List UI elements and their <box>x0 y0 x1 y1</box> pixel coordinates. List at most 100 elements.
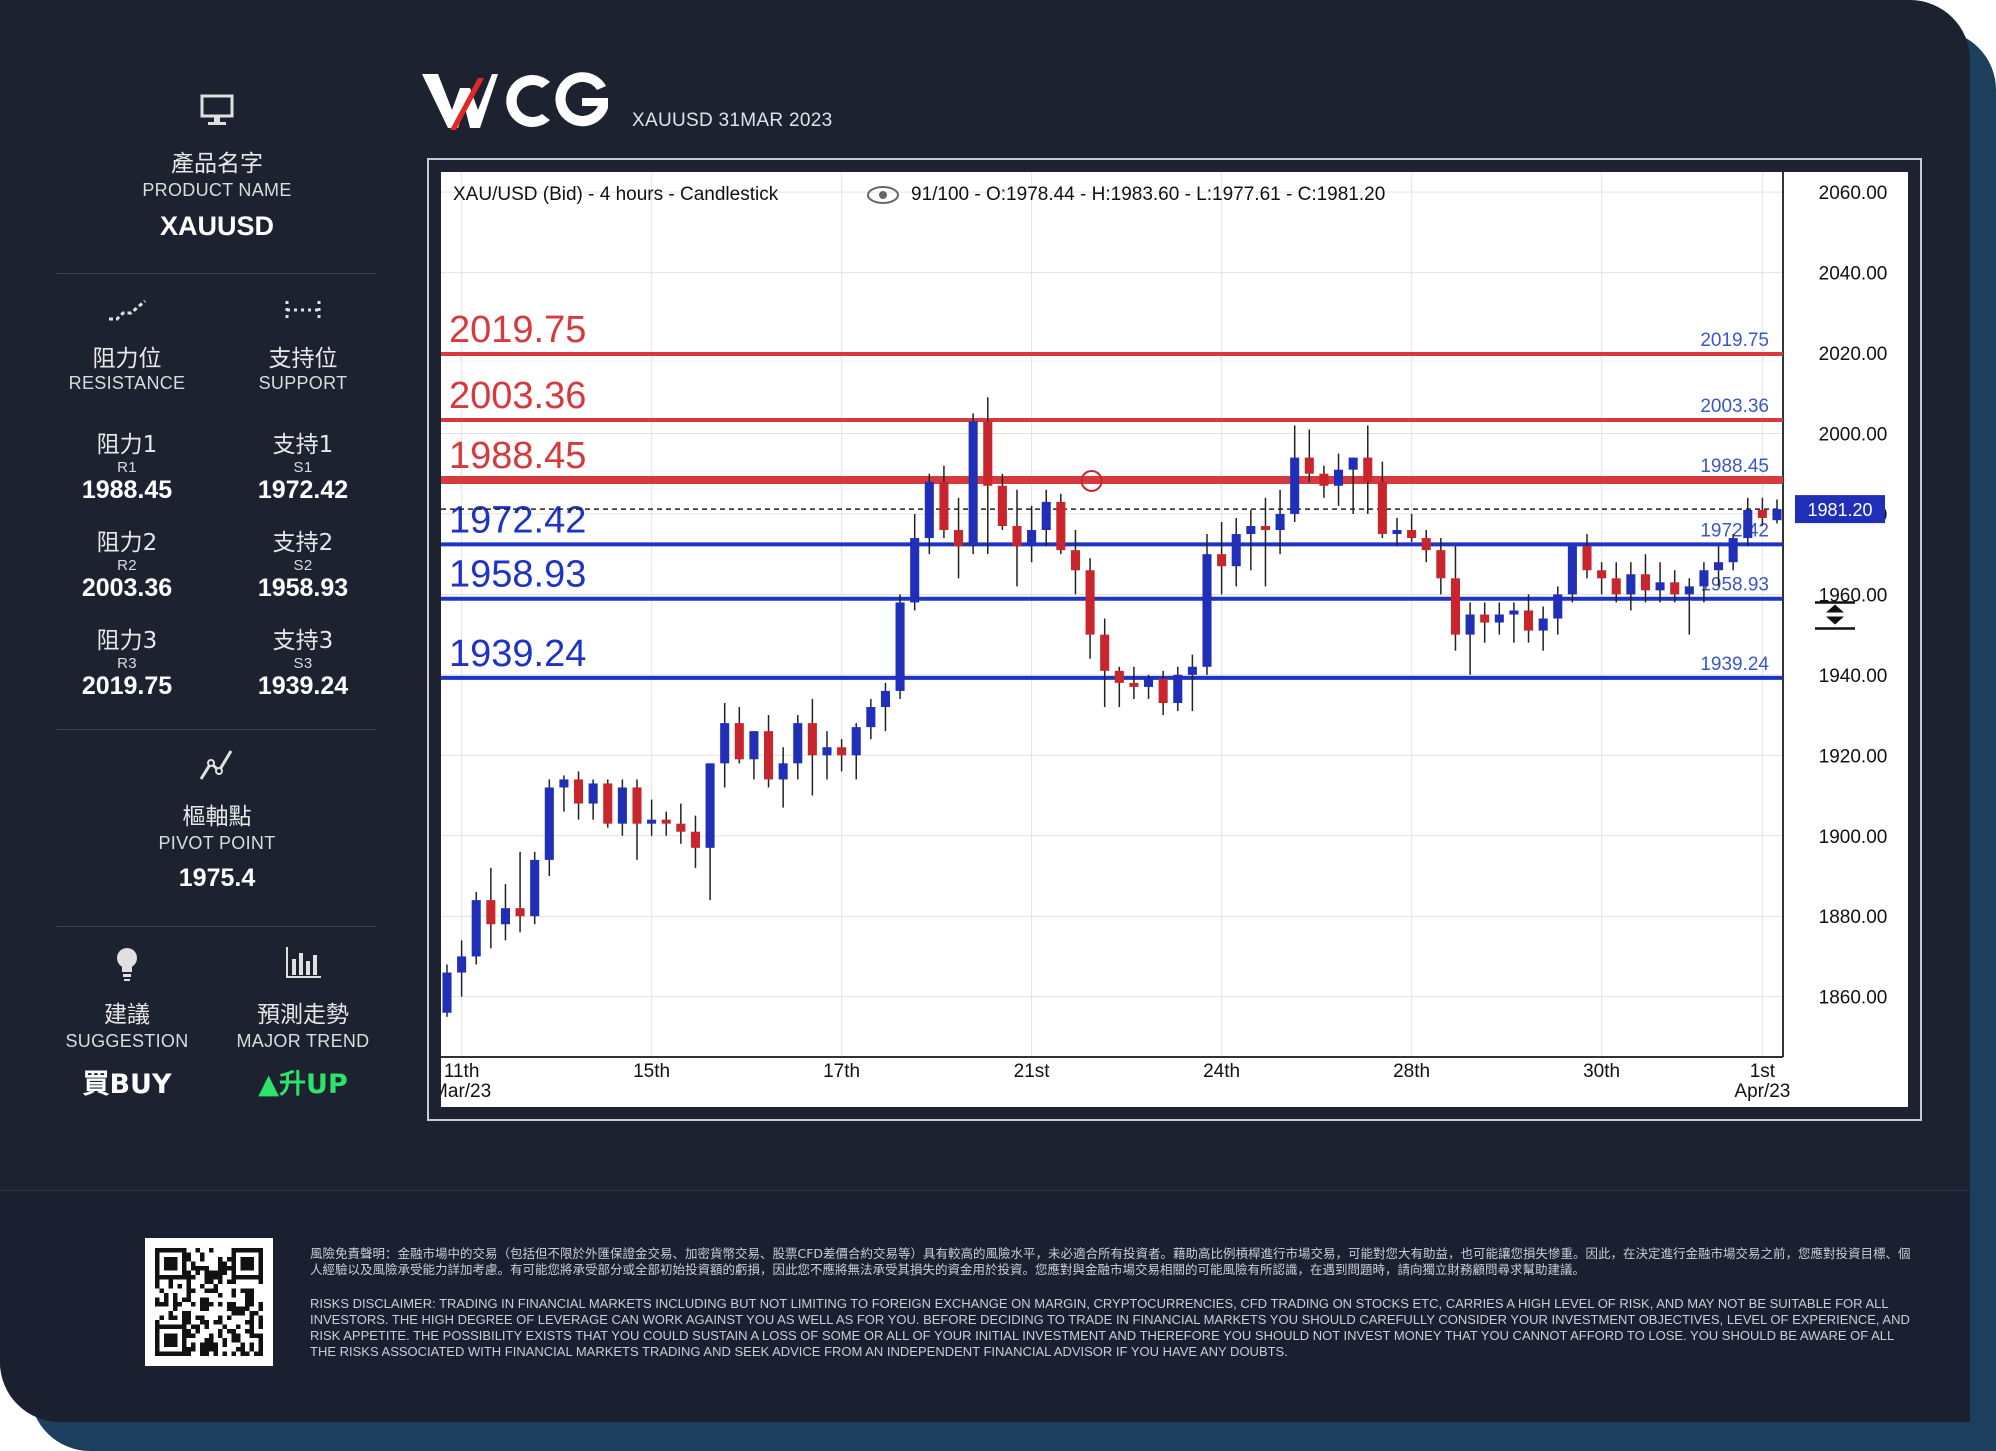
candle-body <box>442 972 452 1013</box>
y-tick-label: 2060.00 <box>1819 183 1888 204</box>
candle-body <box>1363 457 1373 482</box>
s1-item: 支持1 S1 1972.42 <box>233 425 373 505</box>
candle-body <box>1392 530 1402 535</box>
resistance-block: 阻力位 RESISTANCE <box>57 295 197 394</box>
candle-body <box>1611 578 1621 595</box>
s3-code: S3 <box>293 655 313 672</box>
candle-body <box>924 481 934 539</box>
candle-body <box>1684 586 1694 595</box>
candle-body <box>661 819 671 824</box>
candle-body <box>486 900 496 925</box>
candle-body <box>837 747 847 756</box>
candle-body <box>1012 526 1022 547</box>
candle-body <box>910 538 920 603</box>
candle-body <box>1041 501 1051 531</box>
s3-label-cn: 支持3 <box>272 628 334 654</box>
y-tick-label: 1960.00 <box>1819 585 1888 606</box>
x-tick-label: 17th <box>823 1061 860 1082</box>
candle-body <box>1626 574 1636 595</box>
candle-body <box>1260 526 1270 531</box>
divider <box>57 729 377 730</box>
candle-body <box>1056 501 1066 551</box>
candle-body <box>1100 634 1110 671</box>
pivot-value: 1975.4 <box>178 864 256 892</box>
candle-body <box>705 763 715 848</box>
current-price-badge <box>1795 495 1885 524</box>
suggestion-value: 買BUY <box>82 1069 172 1100</box>
monitor-icon <box>200 94 234 125</box>
candle-body <box>632 787 642 824</box>
x-tick-label: 28th <box>1393 1061 1430 1082</box>
y-tick-label: 1940.00 <box>1819 666 1888 687</box>
disclaimer-en: RISKS DISCLAIMER: TRADING IN FINANCIAL M… <box>310 1296 1910 1359</box>
r1-label-cn: 阻力1 <box>96 432 158 458</box>
chart-info: 91/100 - O:1978.44 - H:1983.60 - L:1977.… <box>911 184 1385 205</box>
r3-label-cn: 阻力3 <box>96 628 158 654</box>
suggestion-label-en: SUGGESTION <box>65 1031 189 1051</box>
resistance-label-en: RESISTANCE <box>68 373 186 393</box>
plot-background <box>441 172 1783 1057</box>
candle-body <box>1407 530 1417 539</box>
candle-body <box>1319 473 1329 486</box>
candle-body <box>983 421 993 486</box>
s2-label-cn: 支持2 <box>272 530 334 556</box>
candle-body <box>1524 610 1534 631</box>
candle-body <box>690 831 700 848</box>
resistance-label-cn: 阻力位 <box>92 346 162 372</box>
y-tick-label: 2020.00 <box>1819 344 1888 365</box>
s3-item: 支持3 S3 1939.24 <box>233 621 373 701</box>
footer <box>0 1190 1970 1422</box>
candle-body <box>939 481 949 531</box>
r3-code: R3 <box>117 655 137 672</box>
pivot-block: 樞軸點 PIVOT POINT 1975.4 <box>57 745 377 893</box>
candle-body <box>1231 534 1241 567</box>
level-label-small: 2003.36 <box>1700 396 1769 417</box>
candle-body <box>1743 509 1753 539</box>
level-label-small: 1939.24 <box>1700 654 1769 675</box>
candle-body <box>1655 582 1665 591</box>
r2-item: 阻力2 R2 2003.36 <box>57 523 197 603</box>
level-label-small: 1958.93 <box>1700 575 1769 596</box>
candle-body <box>749 731 759 760</box>
candlestick-chart: 2060.002040.002020.002000.001980.001960.… <box>432 172 1888 1102</box>
product-block: 產品名字 PRODUCT NAME XAUUSD <box>57 90 377 242</box>
candle-body <box>544 787 554 860</box>
candle-body <box>1290 457 1300 514</box>
qr-code[interactable] <box>145 1238 273 1366</box>
scale-handle-icon <box>1826 604 1844 625</box>
x-tick-label: 1st <box>1750 1061 1776 1082</box>
candle-body <box>1129 682 1139 687</box>
candle-body <box>515 908 525 917</box>
divider <box>57 926 377 927</box>
candle-body <box>954 530 964 547</box>
level-label-large: 1939.24 <box>449 633 586 675</box>
x-tick-label: Mar/23 <box>441 1081 491 1102</box>
candle-body <box>968 421 978 547</box>
r3-value: 2019.75 <box>81 672 173 700</box>
s1-code: S1 <box>293 459 313 476</box>
chart-title: XAU/USD (Bid) - 4 hours - Candlestick <box>453 184 779 205</box>
trend-value: 升UP <box>279 1069 348 1100</box>
candle-body <box>1217 554 1227 567</box>
candle-body <box>559 779 569 788</box>
candle-body <box>1567 546 1577 595</box>
candle-body <box>807 723 817 756</box>
s2-value: 1958.93 <box>257 574 349 602</box>
wcg-logo <box>420 68 610 139</box>
x-tick-label: 24th <box>1203 1061 1240 1082</box>
candle-body <box>1158 678 1168 703</box>
candle-body <box>588 783 598 804</box>
support-label-cn: 支持位 <box>268 346 338 372</box>
candle-body <box>457 956 467 973</box>
y-tick-label: 2000.00 <box>1819 424 1888 445</box>
trend-label-en: MAJOR TREND <box>236 1031 370 1051</box>
wcg-logo-mark <box>422 72 608 130</box>
x-tick-label: 30th <box>1583 1061 1620 1082</box>
candle-body <box>574 779 584 804</box>
candle-body <box>1202 554 1212 667</box>
disclaimer-cn: 風險免責聲明：金融市場中的交易（包括但不限於外匯保證金交易、加密貨幣交易、股票C… <box>310 1246 1911 1277</box>
candle-body <box>1173 674 1183 703</box>
s2-code: S2 <box>293 557 313 574</box>
x-tick-label: 15th <box>633 1061 670 1082</box>
suggestion-label-cn: 建議 <box>104 1002 150 1028</box>
